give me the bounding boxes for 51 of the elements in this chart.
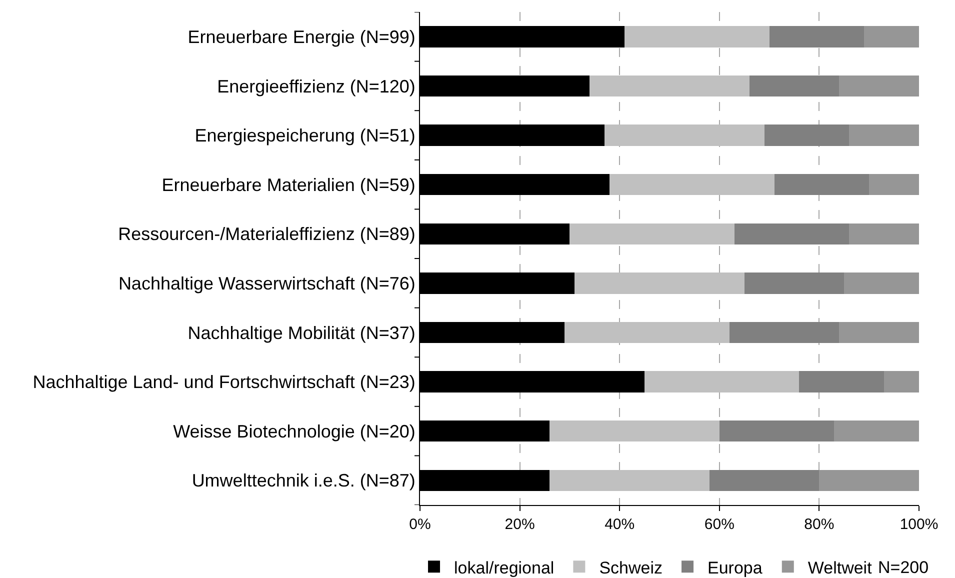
bar [574,272,744,294]
bar [849,124,919,146]
legend-label: lokal/regional [454,558,554,578]
bar [839,322,919,344]
legend-label: Europa [708,558,763,578]
bar [719,420,834,442]
y-tick-label: Nachhaltige Land- und Fortschwirtschaft (N=23) [32,372,416,392]
x-tick-label: 20% [504,516,535,533]
bar [849,223,919,244]
y-tick-label: Ressourcen-/Materialeffizienz (N=89) [118,224,416,244]
bar [729,322,840,344]
legend-label: Schweiz [599,558,663,578]
bar [819,470,919,491]
bar [884,371,919,392]
bar [624,26,770,48]
bar [550,420,720,442]
bar [834,420,919,442]
bar [644,371,800,392]
bar [604,124,764,146]
bar [550,470,710,491]
bar [570,223,734,244]
bar [734,223,850,244]
bar [764,124,850,146]
x-tick-label: 80% [804,516,834,533]
x-tick-label: 0% [409,516,431,533]
y-tick-label: Erneuerbare Energie (N=99) [188,26,416,47]
bar [564,322,730,344]
y-tick-label: Nachhaltige Wasserwirtschaft (N=76) [118,273,416,294]
x-tick-label: 100% [900,516,938,533]
bar [844,272,919,294]
bar [869,174,919,196]
y-tick-label: Weisse Biotechnologie (N=20) [173,421,416,442]
bar [839,75,919,97]
y-tick-label: Umwelttechnik i.e.S. (N=87) [192,470,416,491]
bar [774,174,870,196]
text: N=200 [878,558,929,577]
bar [749,75,840,97]
bar [864,26,919,48]
x-tick-label: 40% [604,516,635,533]
bar [610,174,774,196]
bar [769,26,864,48]
bar [744,272,844,294]
bar [709,470,820,491]
bar [590,75,750,97]
y-tick-label: Energieeffizienz (N=120) [217,76,416,96]
x-tick-label: 60% [704,516,734,533]
y-tick-label: Nachhaltige Mobilität (N=37) [188,322,416,343]
y-tick-label: Erneuerbare Materialien (N=59) [162,174,416,195]
y-tick-label: Energiespeicherung (N=51) [194,126,416,146]
bar [799,371,884,392]
legend-label: Weltweit [808,558,872,578]
